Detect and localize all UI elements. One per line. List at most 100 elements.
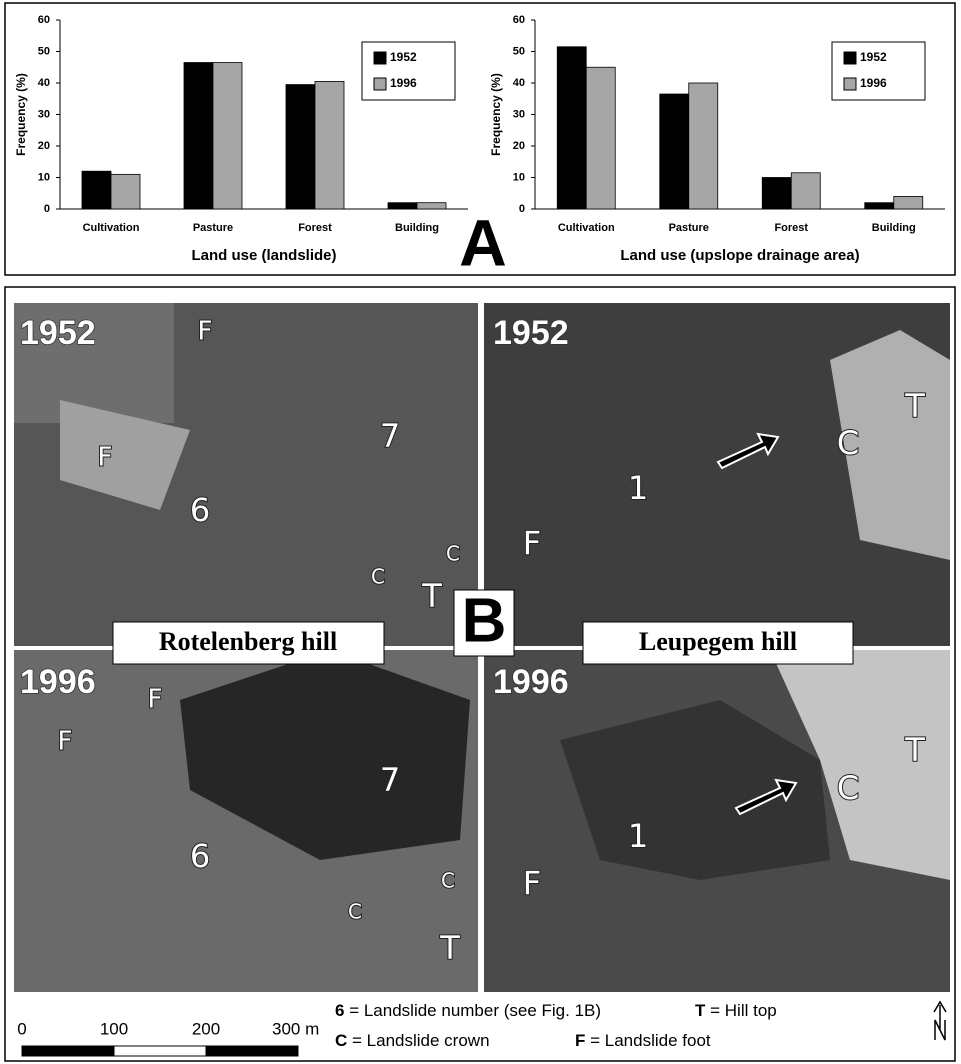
legend-key: F [575, 1031, 585, 1050]
legend-text: = Landslide foot [590, 1031, 711, 1050]
legend-swatch [844, 78, 856, 90]
y-tick-label: 60 [38, 14, 50, 26]
legend-label: 1952 [390, 50, 417, 64]
y-tick-label: 10 [38, 171, 50, 183]
bar [184, 63, 213, 209]
photo-label: T [439, 929, 460, 967]
scale-bar [206, 1046, 298, 1056]
hill-label: Rotelenberg hill [159, 627, 337, 656]
photo-year: 1952 [493, 314, 569, 352]
bar [417, 203, 446, 209]
bar [791, 173, 820, 209]
legend-label: 1952 [860, 50, 887, 64]
photo-label: 1 [628, 469, 648, 507]
bar [286, 85, 315, 209]
scale-label: 200 [192, 1019, 220, 1038]
photo-label: C [441, 869, 455, 893]
y-tick-label: 0 [519, 203, 525, 215]
panel-label: A [459, 205, 507, 279]
x-tick-label: Forest [298, 222, 332, 234]
photo-label: C [371, 565, 385, 589]
photo-label: 6 [190, 837, 210, 875]
legend-swatch [374, 52, 386, 64]
x-axis-label: Land use (upslope drainage area) [620, 247, 859, 264]
scale-bar [22, 1046, 114, 1056]
y-tick-label: 50 [513, 45, 525, 57]
x-tick-label: Pasture [193, 222, 233, 234]
photo-year: 1996 [493, 663, 569, 701]
photo-year: 1952 [20, 314, 96, 352]
bar [557, 47, 586, 209]
scale-bar [114, 1046, 206, 1056]
photo-label: C [348, 900, 362, 924]
y-tick-label: 0 [44, 203, 50, 215]
bar [388, 203, 417, 209]
scale-label: 100 [100, 1019, 128, 1038]
photo-label: T [421, 577, 442, 615]
photo-label: F [523, 864, 541, 902]
legend-text: = Landslide crown [352, 1031, 490, 1050]
legend-label: 1996 [860, 76, 887, 90]
bar [894, 196, 923, 209]
y-tick-label: 10 [513, 171, 525, 183]
scale-label: 300 m [272, 1019, 319, 1038]
y-tick-label: 20 [513, 140, 525, 152]
photo-label: C [837, 424, 859, 462]
legend-text: = Landslide number (see Fig. 1B) [349, 1001, 601, 1020]
y-tick-label: 60 [513, 14, 525, 26]
x-tick-label: Forest [774, 222, 808, 234]
figure: A Rotelenberg hill Leupegem hill B 01020… [0, 0, 961, 1064]
y-axis-label: Frequency (%) [14, 73, 28, 156]
x-tick-label: Cultivation [558, 222, 615, 234]
hill-label: Leupegem hill [639, 627, 797, 656]
bar [82, 171, 111, 209]
photo-label: F [98, 443, 113, 473]
legend-entry: C = Landslide crown [335, 1031, 490, 1050]
legend-entry: T = Hill top [695, 1001, 777, 1020]
legend-entry: F = Landslide foot [575, 1031, 711, 1050]
photo-label: F [148, 685, 163, 715]
bar [586, 67, 615, 209]
photo-year: 1996 [20, 663, 96, 701]
x-axis-label: Land use (landslide) [191, 247, 336, 264]
x-tick-label: Building [395, 222, 439, 234]
bar [111, 174, 140, 209]
legend-swatch [844, 52, 856, 64]
photo-label: T [904, 731, 925, 769]
legend-entry: 6 = Landslide number (see Fig. 1B) [335, 1001, 601, 1020]
photo-label: C [446, 542, 460, 566]
panel-label: B [462, 586, 507, 655]
y-tick-label: 50 [38, 45, 50, 57]
bar [213, 63, 242, 209]
y-tick-label: 40 [38, 77, 50, 89]
photo-label: 7 [380, 417, 400, 455]
photo-label: T [904, 387, 925, 425]
legend-swatch [374, 78, 386, 90]
photo-label: C [837, 769, 859, 807]
y-tick-label: 40 [513, 77, 525, 89]
north-arrow [934, 1002, 946, 1040]
bar [660, 94, 689, 209]
x-tick-label: Building [872, 222, 916, 234]
scale-label: 0 [17, 1019, 26, 1038]
legend-text: = Hill top [710, 1001, 777, 1020]
photo-label: F [523, 524, 541, 562]
legend-key: T [695, 1001, 706, 1020]
y-axis-label: Frequency (%) [489, 73, 503, 156]
y-tick-label: 30 [513, 108, 525, 120]
bar [689, 83, 718, 209]
legend-key: C [335, 1031, 347, 1050]
legend-label: 1996 [390, 76, 417, 90]
bar [762, 178, 791, 210]
x-tick-label: Pasture [669, 222, 709, 234]
photo-label: 7 [380, 761, 400, 799]
y-tick-label: 20 [38, 140, 50, 152]
legend-key: 6 [335, 1001, 344, 1020]
north-label: N [948, 1047, 949, 1049]
photo-label: 6 [190, 491, 210, 529]
x-tick-label: Cultivation [83, 222, 140, 234]
bar [315, 81, 344, 209]
photo-label: F [198, 317, 213, 347]
y-tick-label: 30 [38, 108, 50, 120]
photo-label: 1 [628, 817, 648, 855]
